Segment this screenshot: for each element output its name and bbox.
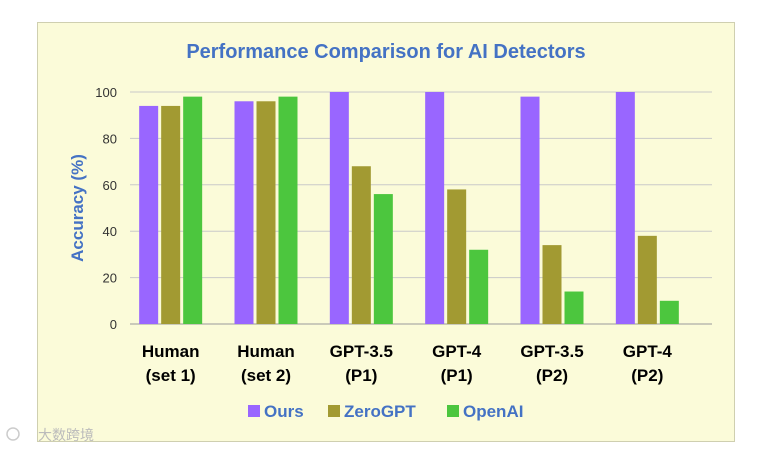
bar-zerogpt-3 xyxy=(351,166,371,324)
bar-zerogpt-2 xyxy=(256,101,276,324)
x-tick-labels: Human (set 1) Human (set 2) GPT-3.5 (P1) GPT-4… xyxy=(142,342,673,385)
bar-ours-1 xyxy=(139,105,159,324)
y-axis-label: Accuracy (%) xyxy=(68,154,87,262)
x-tick-label: (P1) xyxy=(441,366,473,385)
x-tick-label: GPT-4 xyxy=(432,342,482,361)
legend-swatch-openai xyxy=(447,405,459,417)
bar-openai-5 xyxy=(564,291,584,324)
y-tick-label: 0 xyxy=(110,317,117,332)
legend-swatch-zerogpt xyxy=(328,405,340,417)
legend-swatch-ours xyxy=(248,405,260,417)
x-tick-label: GPT-4 xyxy=(623,342,673,361)
bar-ours-3 xyxy=(329,92,349,324)
x-tick-label: Human xyxy=(237,342,295,361)
watermark-text: 大数跨境 xyxy=(38,427,94,443)
x-tick-label: (set 1) xyxy=(146,366,196,385)
y-tick-label: 60 xyxy=(103,178,117,193)
bar-zerogpt-5 xyxy=(542,245,562,324)
bar-zerogpt-4 xyxy=(447,189,467,324)
x-tick-label: (P1) xyxy=(345,366,377,385)
bar-zerogpt-6 xyxy=(637,235,657,324)
bar-openai-4 xyxy=(469,249,489,324)
bar-openai-1 xyxy=(183,96,203,324)
bar-openai-6 xyxy=(659,300,679,324)
grid-lines: 0 20 40 60 80 100 xyxy=(95,85,712,332)
x-tick-label: GPT-3.5 xyxy=(520,342,583,361)
x-tick-label: GPT-3.5 xyxy=(330,342,393,361)
y-tick-label: 80 xyxy=(103,131,117,146)
watermark-logo-icon xyxy=(6,427,20,441)
bar-ours-2 xyxy=(234,101,254,324)
bar-ours-4 xyxy=(425,92,445,324)
bar-zerogpt-1 xyxy=(161,105,181,324)
bar-openai-2 xyxy=(278,96,298,324)
legend-label-openai: OpenAI xyxy=(463,402,523,421)
bar-openai-3 xyxy=(373,194,393,324)
y-tick-label: 20 xyxy=(103,271,117,286)
legend-label-ours: Ours xyxy=(264,402,304,421)
legend-label-zerogpt: ZeroGPT xyxy=(344,402,416,421)
bars xyxy=(139,92,679,324)
x-tick-label: (P2) xyxy=(631,366,663,385)
x-tick-label: (set 2) xyxy=(241,366,291,385)
chart-title: Performance Comparison for AI Detectors xyxy=(186,41,585,63)
bar-ours-5 xyxy=(520,96,540,324)
y-tick-label: 40 xyxy=(103,224,117,239)
y-tick-label: 100 xyxy=(95,85,117,100)
legend: Ours ZeroGPT OpenAI xyxy=(248,402,523,421)
x-tick-label: Human xyxy=(142,342,200,361)
x-tick-label: (P2) xyxy=(536,366,568,385)
bar-ours-6 xyxy=(615,92,635,324)
watermark: 大数跨境 xyxy=(6,427,94,443)
